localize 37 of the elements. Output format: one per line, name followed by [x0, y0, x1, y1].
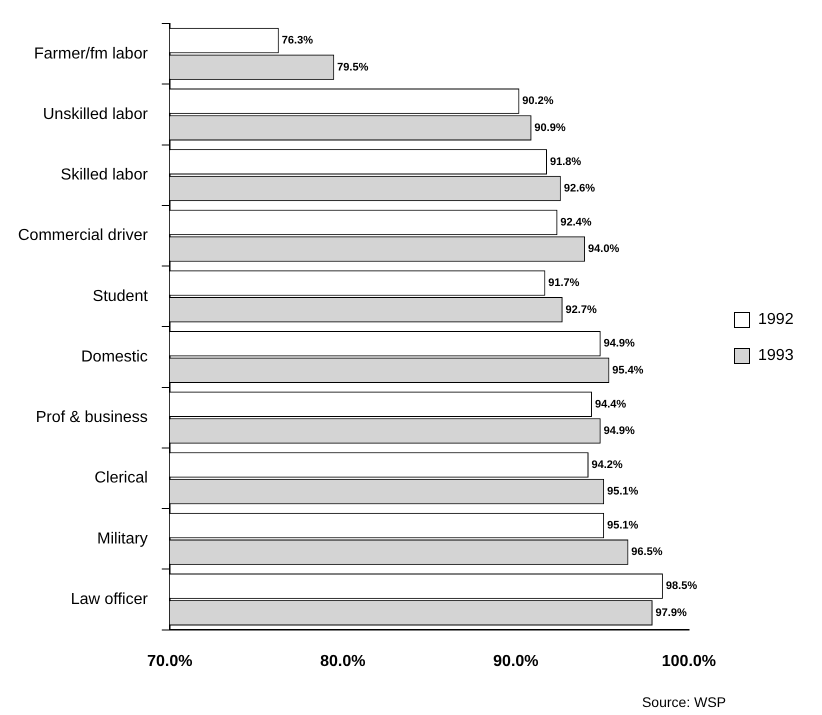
data-label: 94.4% [594, 398, 626, 410]
data-label: 91.8% [550, 156, 582, 168]
y-tick-label: Unskilled labor [42, 106, 148, 123]
y-tick-label: Prof & business [36, 409, 148, 426]
data-label: 95.1% [607, 486, 638, 498]
y-tick-label: Domestic [81, 348, 148, 366]
y-tick-label: Student [92, 288, 148, 305]
data-label: 92.6% [564, 182, 596, 195]
data-label: 94.9% [604, 425, 636, 437]
y-tick-label: Law officer [70, 590, 148, 608]
y-tick-label: Military [97, 530, 148, 548]
x-tick-label: 90.0% [493, 652, 539, 670]
y-tick-label: Clerical [94, 470, 148, 487]
data-label: 98.5% [666, 580, 698, 592]
data-label: 92.7% [566, 304, 597, 316]
data-label: 94.2% [592, 458, 623, 471]
data-label: 94.9% [604, 338, 636, 350]
data-label: 95.1% [607, 520, 638, 532]
data-label: 79.5% [337, 61, 369, 74]
data-label: 95.4% [612, 364, 644, 376]
x-tick-label: 80.0% [320, 652, 366, 670]
data-label: 97.9% [656, 606, 687, 619]
data-label: 92.4% [560, 216, 592, 228]
y-tick-label: Skilled labor [60, 166, 148, 184]
text: 1992 [758, 310, 794, 328]
source-note: Source: WSP [642, 694, 726, 710]
y-tick-label: Farmer/fm labor [34, 45, 148, 62]
data-label: 90.9% [534, 122, 566, 134]
data-label: 90.2% [522, 95, 554, 108]
x-tick-label: 70.0% [147, 652, 192, 670]
data-label: 94.0% [588, 243, 620, 256]
x-tick-label: 100.0% [662, 652, 716, 670]
y-tick-label: Commercial driver [18, 227, 148, 244]
data-label: 76.3% [282, 34, 314, 47]
data-label: 91.7% [548, 277, 580, 290]
data-label: 96.5% [631, 546, 663, 558]
legend-label: 1993 [758, 346, 794, 364]
